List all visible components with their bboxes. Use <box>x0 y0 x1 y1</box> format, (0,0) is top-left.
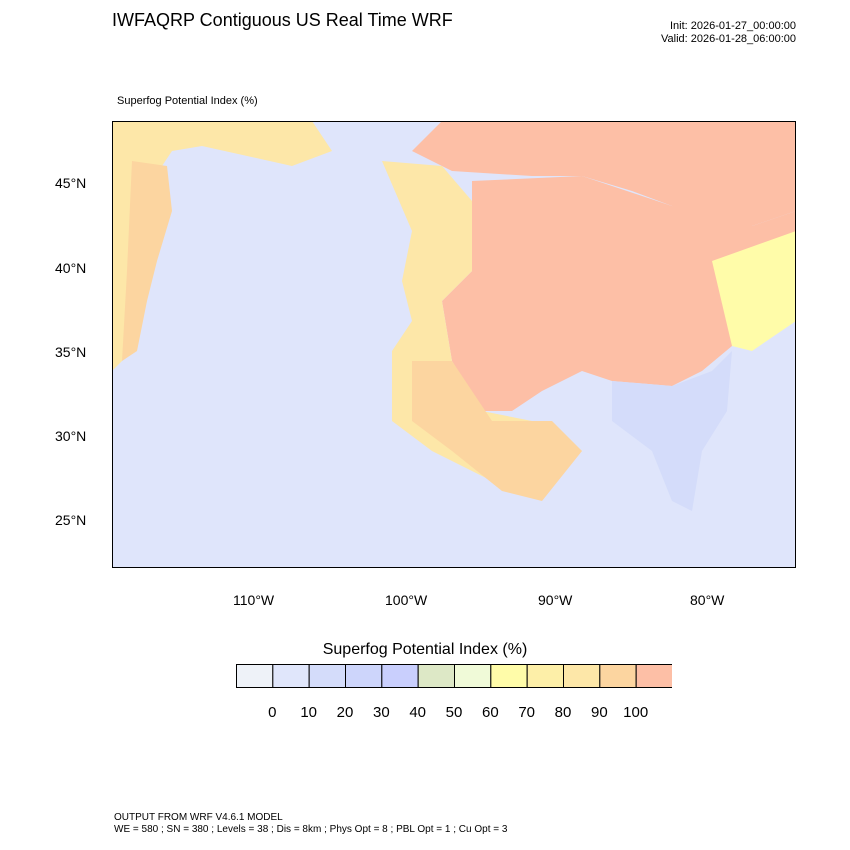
colorbar-box <box>490 664 528 688</box>
colorbar-box <box>635 664 672 688</box>
lat-label-45n: 45°N <box>55 175 87 191</box>
lon-label-90w: 90°W <box>538 592 573 608</box>
southeast-blue-region <box>612 351 732 511</box>
colorbar-tick-label: 0 <box>268 704 277 721</box>
footer-config-line: WE = 580 ; SN = 380 ; Levels = 38 ; Dis … <box>114 824 508 835</box>
init-time: Init: 2026-01-27_00:00:00 <box>670 20 796 32</box>
lon-label-80w: 80°W <box>690 592 725 608</box>
colorbar-box <box>272 664 310 688</box>
canada-region <box>412 121 796 231</box>
atlantic-yellow-region <box>712 231 796 351</box>
colorbar-tick-label: 90 <box>590 704 608 721</box>
colorbar-box <box>381 664 419 688</box>
colorbar <box>236 664 672 688</box>
coast-orange-region <box>122 161 172 361</box>
colorbar-tick-label: 40 <box>409 704 426 721</box>
model-times: Init: 2026-01-27_00:00:00 Valid: 2026-01… <box>661 20 796 46</box>
lat-label-30n: 30°N <box>55 428 87 444</box>
colorbar-box <box>236 664 274 688</box>
pacific-nw-region <box>112 121 332 371</box>
colorbar-title: Superfog Potential Index (%) <box>322 641 528 658</box>
colorbar-box <box>563 664 601 688</box>
colorbar-box <box>345 664 383 688</box>
colorbar-tick-label: 60 <box>481 704 499 721</box>
colorbar-tick-label: 10 <box>300 704 317 721</box>
colorbar-tick-label: 30 <box>372 704 390 721</box>
colorbar-box <box>417 664 455 688</box>
map-frame <box>112 121 796 568</box>
colorbar-box <box>526 664 565 688</box>
colorbar-tick-label: 70 <box>518 704 535 721</box>
lon-label-110w: 110°W <box>233 592 275 608</box>
lat-label-35n: 35°N <box>55 344 87 360</box>
field-subtitle: Superfog Potential Index (%) <box>117 95 258 107</box>
lat-label-25n: 25°N <box>55 512 87 528</box>
valid-time: Valid: 2026-01-28_06:00:00 <box>661 33 796 45</box>
colorbar-tick-label: 100 <box>623 704 649 721</box>
colorbar-box <box>454 664 492 688</box>
colorbar-tick-label: 80 <box>554 704 572 721</box>
forecast-map <box>112 121 796 568</box>
south-orange-region <box>412 361 582 501</box>
colorbar-tick-label: 50 <box>445 704 463 721</box>
midwest-orange-region <box>442 176 796 411</box>
colorbar-tick-label: 20 <box>336 704 354 721</box>
colorbar-box <box>308 664 346 688</box>
footer-model-line: OUTPUT FROM WRF V4.6.1 MODEL <box>114 812 283 823</box>
colorbar-box <box>599 664 637 688</box>
map-title: IWFAQRP Contiguous US Real Time WRF <box>112 10 453 30</box>
lat-label-40n: 40°N <box>55 260 87 276</box>
lon-label-100w: 100°W <box>385 592 428 608</box>
